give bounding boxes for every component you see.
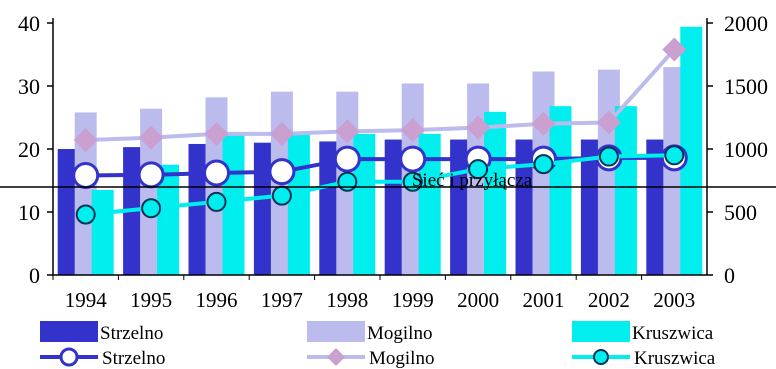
- x-tick-label-1994: 1994: [65, 288, 108, 312]
- point-kruszwica-1998: [337, 171, 358, 192]
- point-kruszwica-2000: [468, 159, 489, 180]
- point-strzelno-1997: [268, 158, 296, 186]
- legend-bar-label-kruszwica: Kruszwica: [632, 323, 714, 344]
- legend-marker-kruszwica: [593, 349, 609, 365]
- legend-bar-label-strzelno: Strzelno: [100, 323, 163, 344]
- bar-kruszwica-2002: [614, 106, 637, 275]
- bar-strzelno-2001: [515, 139, 538, 275]
- point-strzelno-1996: [203, 159, 230, 187]
- bar-kruszwica-1998: [353, 133, 376, 275]
- legend: Strzelno Mogilno Kruszwica Strzelno Mogilno K…: [40, 321, 716, 369]
- point-kruszwica-2001: [533, 154, 554, 175]
- point-mogilno-2001: [531, 111, 556, 136]
- x-tick-label-2001: 2001: [523, 288, 565, 312]
- point-mogilno-1996: [204, 121, 229, 146]
- x-tick-label-1998: 1998: [326, 288, 368, 312]
- right-tick-label-1500: 1500: [724, 74, 768, 99]
- point-kruszwica-1997: [271, 185, 292, 206]
- annotation-label: Sieć i przyłącza: [412, 170, 533, 191]
- point-kruszwica-1995: [141, 198, 162, 219]
- point-strzelno-1995: [137, 161, 165, 189]
- bar-strzelno-1998: [319, 141, 342, 275]
- line-mogilno: [85, 48, 676, 143]
- left-tick-label-40: 40: [18, 11, 40, 36]
- bar-strzelno-2002: [580, 139, 603, 275]
- bar-kruszwica-1995: [157, 164, 180, 275]
- legend-line-label-strzelno: Strzelno: [102, 348, 165, 369]
- legend-line-label-mogilno: Mogilno: [369, 348, 434, 369]
- right-tick-label-500: 500: [724, 200, 757, 225]
- point-mogilno-1998: [335, 119, 360, 144]
- legend-marker-mogilno: [327, 348, 345, 366]
- legend-line-label-kruszwica: Kruszwica: [634, 348, 716, 369]
- left-tick-label-10: 10: [18, 200, 40, 225]
- point-mogilno-1997: [269, 121, 294, 146]
- bar-mogilno-1995: [140, 108, 163, 276]
- left-tick-label-30: 30: [18, 74, 40, 99]
- bar-strzelno-1999: [384, 139, 407, 275]
- legend-bar-swatch-mogilno: [307, 321, 365, 342]
- point-mogilno-2000: [466, 115, 491, 140]
- right-tick-label-1000: 1000: [724, 137, 768, 162]
- bar-strzelno-2003: [646, 139, 669, 275]
- point-strzelno-1998: [333, 145, 361, 173]
- lines-layer: [72, 37, 688, 225]
- left-tick-label-0: 0: [29, 263, 40, 288]
- x-tick-label-2002: 2002: [588, 288, 630, 312]
- x-tick-label-2003: 2003: [653, 288, 695, 312]
- right-tick-label-2000: 2000: [724, 11, 768, 36]
- point-kruszwica-1996: [206, 191, 227, 212]
- point-mogilno-1994: [73, 128, 98, 153]
- bar-kruszwica-1997: [287, 133, 310, 275]
- bar-kruszwica-2000: [484, 111, 507, 275]
- x-tick-label-1997: 1997: [261, 288, 303, 312]
- left-tick-label-20: 20: [18, 137, 40, 162]
- x-tick-label-1996: 1996: [196, 288, 238, 312]
- point-mogilno-1995: [139, 125, 164, 150]
- right-tick-label-0: 0: [724, 263, 735, 288]
- bar-mogilno-1994: [74, 112, 97, 276]
- point-kruszwica-1994: [75, 204, 96, 225]
- x-tick-label-1995: 1995: [130, 288, 172, 312]
- bar-kruszwica-2001: [549, 106, 572, 275]
- legend-bar-swatch-kruszwica: [572, 321, 630, 342]
- legend-bar-swatch-strzelno: [40, 321, 98, 342]
- point-kruszwica-2003: [664, 145, 685, 166]
- bar-kruszwica-1999: [418, 133, 441, 275]
- point-mogilno-2003: [662, 37, 687, 62]
- point-kruszwica-2002: [598, 146, 619, 167]
- point-strzelno-1994: [72, 161, 100, 189]
- axes-layer: 0 10 20 30 40 0 500 1000 1500 2000 1994 1995 1996 199…: [0, 11, 776, 312]
- line-kruszwica: [85, 153, 675, 217]
- bar-kruszwica-2003: [680, 26, 703, 276]
- x-tick-label-2000: 2000: [457, 288, 499, 312]
- point-mogilno-2002: [596, 110, 621, 135]
- point-strzelno-1999: [399, 145, 427, 173]
- bar-kruszwica-1994: [91, 189, 114, 275]
- x-tick-label-1999: 1999: [392, 288, 434, 312]
- legend-marker-strzelno: [59, 347, 79, 367]
- legend-bar-label-mogilno: Mogilno: [367, 323, 432, 344]
- point-mogilno-1999: [400, 118, 425, 143]
